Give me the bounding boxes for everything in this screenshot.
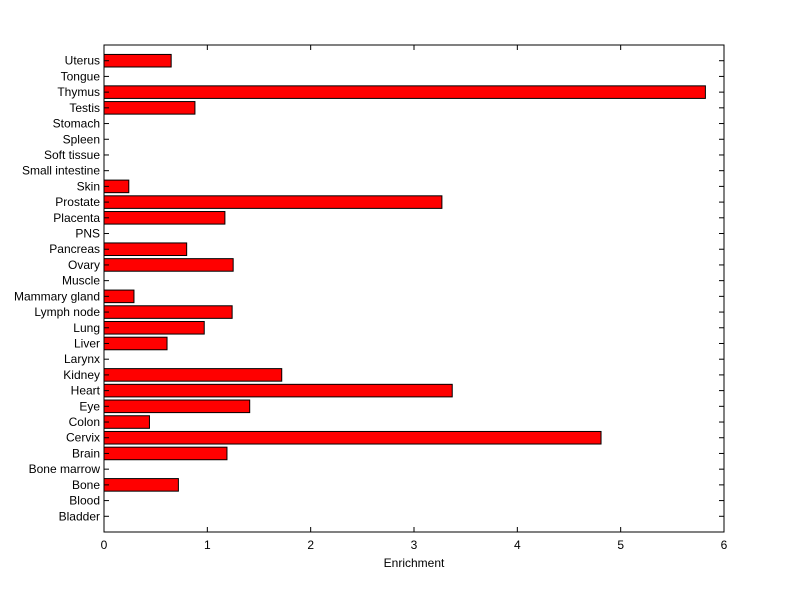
x-tick-label-1: 1 [204, 538, 211, 552]
x-axis-label: Enrichment [384, 556, 445, 570]
y-tick-label-bone-marrow: Bone marrow [29, 462, 101, 476]
y-tick-label-soft-tissue: Soft tissue [44, 148, 100, 162]
bar-kidney [103, 368, 283, 382]
x-tick-label-6: 6 [721, 538, 728, 552]
bar-uterus [103, 53, 172, 68]
y-tick-label-testis: Testis [69, 101, 100, 115]
x-tick-label-3: 3 [411, 538, 418, 552]
bar-placenta [103, 211, 226, 225]
y-tick-label-cervix: Cervix [66, 431, 100, 445]
y-tick-label-muscle: Muscle [62, 274, 100, 288]
x-tick-label-5: 5 [617, 538, 624, 552]
bar-colon [103, 415, 150, 429]
x-tick-label-4: 4 [514, 538, 521, 552]
x-tick-label-2: 2 [307, 538, 314, 552]
y-tick-label-spleen: Spleen [63, 132, 100, 146]
bar-cervix [103, 430, 602, 445]
y-tick-label-eye: Eye [79, 399, 100, 413]
y-tick-label-tongue: Tongue [61, 69, 101, 83]
bar-prostate [103, 195, 443, 209]
bar-heart [103, 383, 453, 398]
y-tick-label-pns: PNS [75, 227, 100, 241]
bar-brain [103, 446, 228, 461]
y-tick-label-small-intestine: Small intestine [22, 164, 100, 178]
y-tick-label-mammary-gland: Mammary gland [14, 289, 100, 303]
bar-lymph-node [103, 305, 233, 319]
bar-bone [103, 478, 179, 492]
y-tick-label-larynx: Larynx [64, 352, 100, 366]
y-tick-label-placenta: Placenta [53, 211, 100, 225]
y-tick-label-blood: Blood [69, 494, 100, 508]
bar-lung [103, 320, 205, 335]
y-tick-label-ovary: Ovary [68, 258, 100, 272]
bar-pancreas [103, 242, 188, 257]
y-tick-label-uterus: Uterus [65, 54, 100, 68]
y-tick-label-kidney: Kidney [63, 368, 100, 382]
bar-testis [103, 101, 196, 115]
x-tick-label-0: 0 [101, 538, 108, 552]
bar-ovary [103, 258, 234, 272]
y-tick-label-thymus: Thymus [57, 85, 100, 99]
y-tick-label-heart: Heart [71, 384, 101, 398]
y-tick-label-liver: Liver [74, 336, 100, 350]
y-tick-label-lung: Lung [73, 321, 100, 335]
bar-liver [103, 336, 168, 351]
y-tick-label-brain: Brain [72, 446, 100, 460]
y-tick-label-stomach: Stomach [53, 117, 100, 131]
y-tick-label-bone: Bone [72, 478, 100, 492]
bars-layer [103, 53, 706, 492]
y-tick-label-pancreas: Pancreas [49, 242, 100, 256]
y-tick-label-prostate: Prostate [55, 195, 100, 209]
bar-eye [103, 399, 251, 414]
y-tick-label-colon: Colon [69, 415, 100, 429]
bar-thymus [103, 85, 706, 99]
y-tick-label-skin: Skin [77, 179, 100, 193]
y-tick-label-lymph-node: Lymph node [34, 305, 100, 319]
y-tick-label-bladder: Bladder [59, 509, 100, 523]
plot-area-frame [103, 44, 725, 533]
